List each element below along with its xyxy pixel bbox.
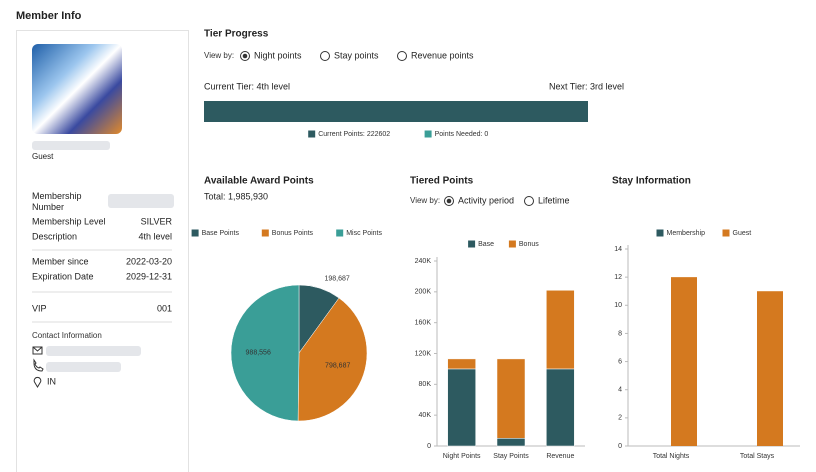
blurred-email <box>46 346 141 356</box>
radio[interactable] <box>320 51 330 61</box>
bar <box>496 358 526 439</box>
member-name: Guest <box>32 152 54 161</box>
legend-swatch <box>191 229 199 237</box>
y-tick-label: 8 <box>618 330 622 337</box>
y-tick-label: 240K <box>415 258 432 265</box>
y-tick-label: 160K <box>415 320 432 327</box>
legend-label: Guest <box>733 230 752 237</box>
y-tick-label: 10 <box>614 302 622 309</box>
field-value: 2029-12-31 <box>126 271 172 281</box>
legend-swatch <box>261 229 269 237</box>
view-by: View by: <box>204 51 234 60</box>
field-label: VIP <box>32 303 47 313</box>
legend-label: Bonus <box>519 241 539 248</box>
field-value: 4th level <box>138 231 172 241</box>
y-tick-label: 12 <box>614 274 622 281</box>
chart-title: Available Award Points <box>204 176 314 187</box>
phone-icon <box>33 358 44 372</box>
label-bg <box>321 272 354 285</box>
x-tick-label: Total Nights <box>653 453 690 460</box>
radio-dot[interactable] <box>446 198 452 204</box>
tier-title: Tier Progress <box>204 29 269 40</box>
y-tick-label: 4 <box>618 387 622 394</box>
page-title: Member Info <box>16 10 82 22</box>
radio-dot[interactable] <box>242 53 248 59</box>
field-label: Membership Number <box>32 191 82 212</box>
legend-label: Current Points: 222602 <box>318 131 390 138</box>
contact-title: Contact Information <box>32 331 102 340</box>
radio-label[interactable]: Revenue points <box>411 50 474 60</box>
x-tick-label: Total Stays <box>740 453 775 460</box>
field-label: Member since <box>32 256 89 266</box>
y-tick-label: 2 <box>618 415 622 422</box>
y-tick-label: 120K <box>415 350 432 357</box>
bar <box>447 368 476 447</box>
pie-slice <box>230 284 300 422</box>
legend-swatch <box>468 240 476 248</box>
field-value: 2022-03-20 <box>126 256 172 266</box>
mail-icon <box>32 346 43 355</box>
y-tick-label: 14 <box>614 246 622 253</box>
bar <box>546 368 575 447</box>
field-value: SILVER <box>141 216 173 226</box>
field-value: 001 <box>157 303 172 313</box>
blurred-value <box>108 194 174 208</box>
blurred-name <box>32 141 110 150</box>
next-tier: Next Tier: 3rd level <box>549 81 624 91</box>
radio-label[interactable]: Stay points <box>334 50 379 60</box>
legend-label: Base Points <box>202 230 240 237</box>
mail-icon <box>32 346 43 352</box>
legend-label: Misc Points <box>346 230 382 237</box>
data-label: 798,687 <box>325 363 350 370</box>
legend-label: Base <box>478 241 494 248</box>
field-label: Membership Level <box>32 216 106 226</box>
bar <box>671 277 697 446</box>
x-tick-label: Stay Points <box>493 453 529 460</box>
data-label: 988,556 <box>246 350 271 357</box>
avatar <box>32 44 122 134</box>
x-tick-label: Night Points <box>443 453 481 460</box>
current-tier: Current Tier: 4th level <box>204 81 290 91</box>
legend-swatch <box>508 240 516 248</box>
field-label: Description <box>32 231 77 241</box>
pie-slice <box>297 297 368 422</box>
location: IN <box>47 376 56 386</box>
y-tick-label: 40K <box>419 412 432 419</box>
data-label: 198,687 <box>324 276 349 283</box>
x-tick-label: Revenue <box>546 453 574 460</box>
legend-swatch <box>308 130 316 138</box>
radio-label[interactable]: Night points <box>254 50 302 60</box>
blurred-phone <box>46 362 121 372</box>
progress-bar <box>204 101 588 122</box>
legend-swatch <box>722 229 730 237</box>
chart-subtitle: Total: 1,985,930 <box>204 191 268 201</box>
radio-label[interactable]: Activity period <box>458 195 514 205</box>
chart-title: Stay Information <box>612 176 691 187</box>
field-label: Expiration Date <box>32 271 94 281</box>
bar <box>546 290 575 370</box>
radio[interactable] <box>524 196 534 206</box>
legend-swatch <box>656 229 664 237</box>
location-icon <box>33 376 42 388</box>
legend-label: Bonus Points <box>272 230 314 237</box>
y-tick-label: 200K <box>415 289 432 296</box>
y-tick-label: 0 <box>427 443 431 450</box>
member-card <box>16 30 189 472</box>
legend-label: Membership <box>667 230 706 237</box>
y-tick-label: 80K <box>419 381 432 388</box>
bar <box>447 358 476 370</box>
bar <box>757 291 783 446</box>
radio[interactable] <box>397 51 407 61</box>
legend-swatch <box>424 130 432 138</box>
chart-title: Tiered Points <box>410 176 474 187</box>
y-tick-label: 6 <box>618 358 622 365</box>
view-by: View by: <box>410 196 440 205</box>
radio-label[interactable]: Lifetime <box>538 195 570 205</box>
y-tick-label: 0 <box>618 443 622 450</box>
legend-label: Points Needed: 0 <box>435 131 489 138</box>
legend-swatch <box>336 229 344 237</box>
bar <box>496 438 526 447</box>
